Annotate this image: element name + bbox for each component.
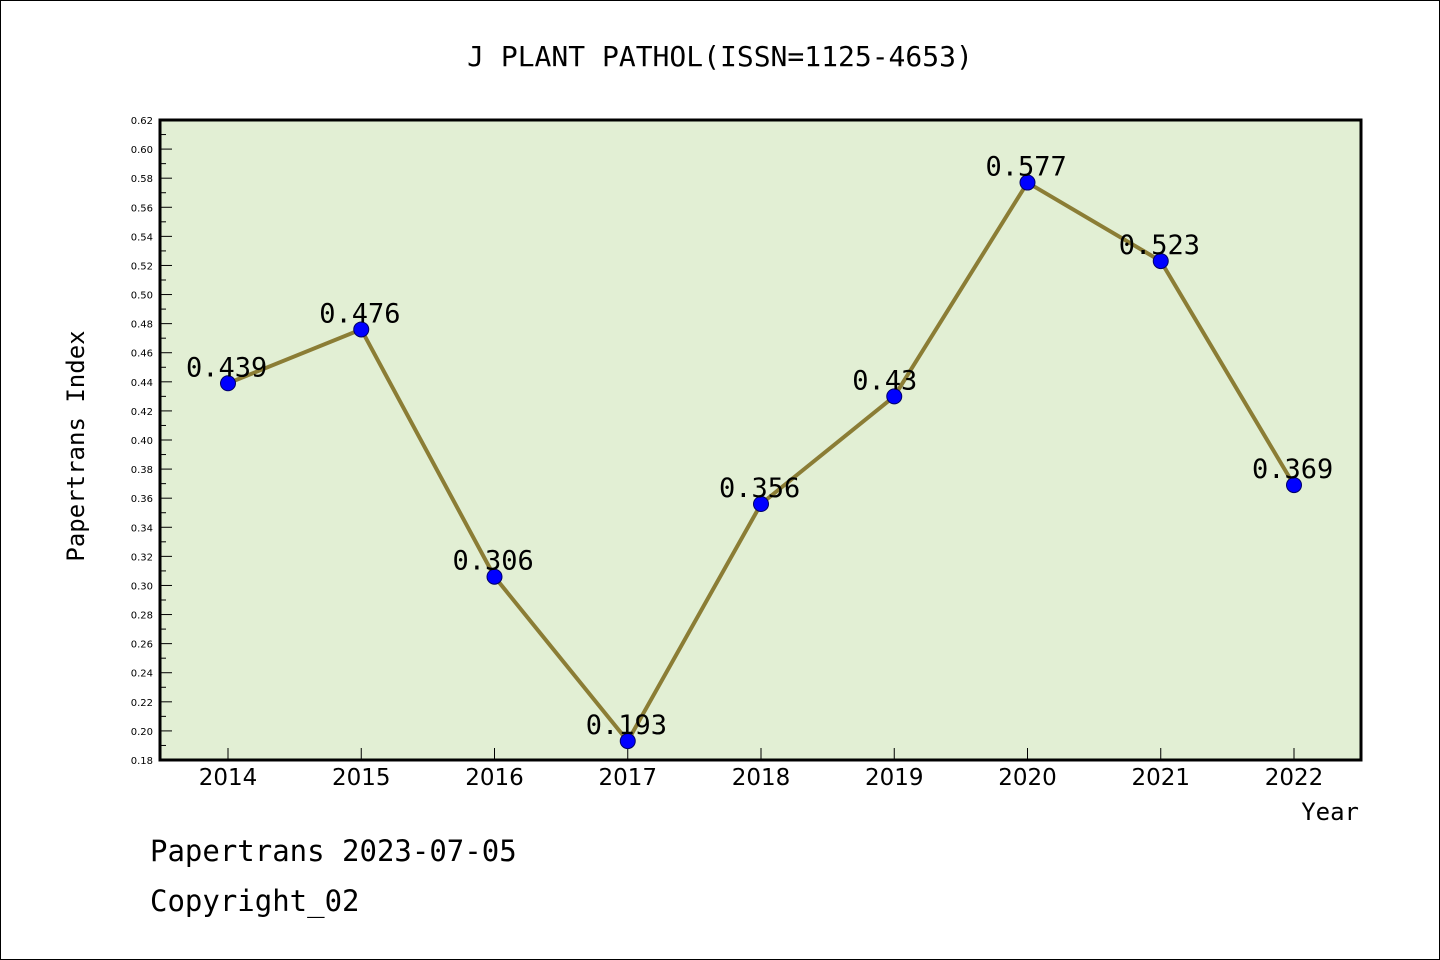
x-tick-label: 2016 (465, 765, 524, 791)
y-tick-label: 0.18 (131, 756, 153, 767)
y-tick-label: 0.58 (131, 174, 153, 185)
data-point (353, 321, 370, 338)
y-tick-label: 0.44 (131, 378, 153, 389)
data-label: 0.306 (453, 546, 534, 577)
y-axis-title: Papertrans Index (62, 330, 90, 561)
x-tick-label: 2020 (998, 765, 1057, 791)
x-axis-title: Year (1301, 798, 1359, 826)
x-tick-label: 2014 (199, 765, 258, 791)
y-tick-label: 0.56 (131, 203, 153, 214)
data-point (1286, 477, 1302, 494)
y-tick-label: 0.52 (131, 261, 153, 272)
data-label: 0.439 (186, 352, 267, 383)
x-tick-label: 2021 (1131, 765, 1190, 791)
plot-area (160, 120, 1361, 760)
y-tick-label: 0.30 (131, 581, 153, 592)
data-label: 0.356 (719, 473, 800, 504)
x-axis: 2014 2015 2016 2017 2018 2019 2020 2021 2022 (199, 748, 1324, 791)
data-label: 0.476 (319, 298, 400, 329)
y-tick-label: 0.24 (131, 669, 153, 680)
y-tick-label: 0.40 (131, 436, 153, 447)
y-tick-label: 0.28 (131, 611, 153, 622)
data-point (220, 375, 236, 392)
y-tick-label: 0.26 (131, 640, 153, 651)
plot-border (158, 118, 1363, 762)
y-tick-label: 0.48 (131, 320, 153, 331)
data-point (1152, 253, 1169, 270)
y-tick-label: 0.50 (131, 291, 153, 302)
y-tick-label: 0.42 (131, 407, 153, 418)
x-tick-label: 2015 (332, 765, 391, 791)
data-point (753, 496, 769, 512)
y-tick-label: 0.36 (131, 494, 153, 505)
x-tick-label: 2019 (865, 765, 924, 791)
data-label: 0.369 (1252, 454, 1333, 485)
x-tick-label: 2022 (1265, 765, 1324, 791)
x-tick-label: 2017 (598, 765, 657, 791)
y-axis: 0.18 0.20 0.22 0.24 0.26 0.28 0.30 0.32 0.34 0.36… (131, 116, 172, 767)
footer-copyright: Copyright_02 (150, 884, 360, 918)
data-point (886, 388, 903, 405)
data-label: 0.577 (986, 152, 1067, 183)
chart-title: J PLANT PATHOL(ISSN=1125-4653) (467, 40, 973, 73)
data-point (1019, 174, 1036, 191)
y-tick-label: 0.32 (131, 552, 153, 563)
data-label: 0.193 (586, 710, 667, 741)
y-tick-label: 0.54 (131, 232, 153, 243)
data-markers (220, 174, 1302, 750)
y-tick-label: 0.22 (131, 698, 153, 709)
footer-date: Papertrans 2023-07-05 (150, 834, 517, 868)
y-tick-label: 0.20 (131, 727, 153, 738)
y-tick-label: 0.46 (131, 349, 153, 360)
y-tick-label: 0.60 (131, 145, 153, 156)
data-labels: 0.439 0.476 0.306 0.193 0.356 0.43 0.577 0.523 0… (186, 152, 1333, 742)
x-tick-label: 2018 (732, 765, 791, 791)
data-point (619, 733, 636, 750)
y-tick-label: 0.62 (131, 116, 153, 127)
data-label: 0.43 (852, 365, 917, 396)
data-label: 0.523 (1119, 230, 1200, 261)
y-tick-label: 0.34 (131, 523, 153, 534)
data-point (486, 568, 503, 585)
y-tick-label: 0.38 (131, 465, 153, 476)
